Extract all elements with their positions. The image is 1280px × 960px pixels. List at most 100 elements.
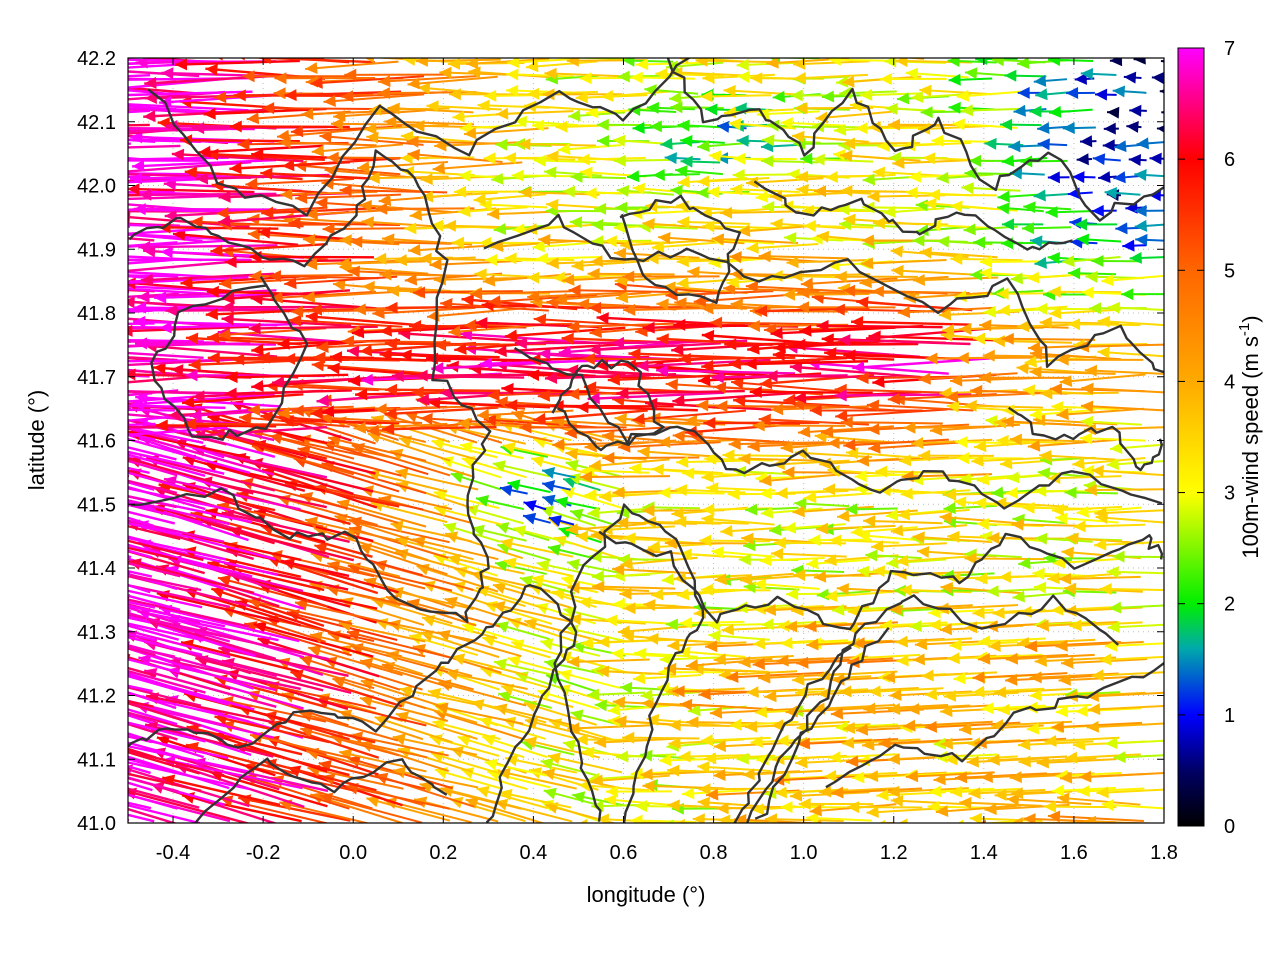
- wind-vector-head: [663, 281, 676, 294]
- wind-vector-shaft: [542, 770, 623, 790]
- wind-vector-head: [329, 351, 343, 364]
- wind-vector-head: [531, 574, 545, 587]
- wind-vector-head: [353, 303, 366, 316]
- wind-vector-head: [929, 423, 943, 436]
- wind-vector-head: [277, 407, 290, 420]
- wind-vector-shaft: [359, 697, 449, 722]
- wind-vector-shaft: [221, 511, 350, 543]
- wind-vector-shaft: [792, 505, 875, 514]
- wind-vector-head: [717, 120, 730, 133]
- wind-vector-head: [505, 754, 519, 767]
- wind-vector-head: [672, 394, 685, 407]
- wind-vector-head: [759, 474, 772, 487]
- wind-vector-head: [808, 534, 821, 547]
- wind-vector-head: [322, 222, 335, 235]
- wind-vector-shaft: [128, 535, 154, 545]
- wind-vector-shaft: [1069, 621, 1143, 628]
- wind-vector-head: [87, 411, 100, 422]
- wind-vector-head: [128, 669, 129, 671]
- wind-vector-head: [736, 58, 749, 71]
- wind-vector-head: [237, 138, 250, 151]
- wind-vector-head: [615, 291, 629, 304]
- wind-vector-head: [562, 273, 575, 286]
- wind-vector-head: [471, 524, 485, 537]
- wind-vector-head: [359, 344, 373, 357]
- wind-vector-head: [362, 280, 375, 293]
- wind-vector-head: [780, 636, 793, 649]
- wind-vector-shaft: [527, 291, 626, 298]
- wind-vector-head: [792, 130, 805, 143]
- wind-vector-shaft: [758, 255, 848, 260]
- wind-vector-shaft: [128, 433, 203, 461]
- wind-vector-head: [1123, 71, 1137, 84]
- wind-vector-shaft: [1040, 391, 1119, 395]
- wind-vector-shaft: [327, 562, 426, 590]
- y-tick-label: 41.8: [77, 303, 116, 325]
- wind-vector-head: [407, 148, 421, 161]
- wind-vector-head: [771, 719, 784, 732]
- wind-vector-head: [1113, 751, 1126, 764]
- wind-vector-head: [155, 419, 168, 432]
- wind-vector-head: [986, 585, 999, 598]
- wind-vector-head: [979, 255, 993, 268]
- wind-vector-head: [1029, 366, 1042, 379]
- wind-vector-head: [863, 515, 876, 528]
- wind-vector-head: [911, 437, 924, 450]
- wind-vector-head: [816, 319, 829, 332]
- wind-vector-shaft: [128, 606, 181, 626]
- wind-vector-head: [85, 279, 97, 291]
- wind-vector-shaft: [314, 485, 424, 511]
- wind-vector-head: [558, 345, 572, 358]
- wind-vector-head: [1001, 218, 1014, 231]
- wind-vector-head: [128, 408, 129, 418]
- wind-vector-shaft: [128, 459, 178, 477]
- wind-vector-head: [527, 271, 540, 284]
- wind-vector-shaft: [128, 457, 254, 495]
- wind-vector-head: [316, 394, 329, 407]
- wind-vector-head: [824, 554, 837, 567]
- wind-vector-head: [1029, 408, 1043, 421]
- wind-vector-head: [482, 635, 496, 647]
- wind-vector-head: [1029, 671, 1042, 684]
- wind-vector-head: [1076, 505, 1089, 518]
- wind-vector-head: [0, 719, 6, 731]
- wind-vector-shaft: [395, 550, 478, 575]
- wind-vector-head: [533, 154, 546, 167]
- wind-vector-shaft: [189, 425, 304, 460]
- wind-vector-shaft: [483, 418, 598, 429]
- wind-vector-shaft: [429, 259, 522, 266]
- y-tick-label: 41.9: [77, 239, 116, 261]
- wind-vector-head: [882, 671, 896, 684]
- wind-vector-head: [972, 671, 985, 684]
- wind-vector-head: [351, 326, 365, 339]
- wind-vector-head: [16, 212, 28, 224]
- wind-vector-head: [71, 398, 83, 410]
- wind-vector-head: [745, 503, 758, 516]
- wind-vector-head: [851, 58, 852, 59]
- wind-vector-head: [816, 522, 829, 535]
- wind-vector-head: [719, 206, 733, 219]
- wind-vector-head: [909, 620, 922, 633]
- wind-vector-shaft: [233, 743, 350, 777]
- wind-vector-head: [1039, 449, 1052, 462]
- wind-vector-shaft: [128, 516, 154, 527]
- wind-vector-head: [347, 265, 360, 278]
- wind-vector-shaft: [454, 338, 573, 352]
- wind-vector-head: [33, 717, 46, 728]
- wind-vector-head: [61, 154, 73, 166]
- wind-vector-head: [1043, 800, 1057, 813]
- wind-vector-head: [359, 199, 372, 212]
- wind-vector-shaft: [533, 409, 648, 422]
- wind-vector-head: [443, 219, 457, 232]
- wind-vector-head: [1085, 270, 1098, 283]
- wind-vector-head: [1016, 362, 1029, 375]
- wind-vector-shaft: [863, 703, 949, 711]
- wind-vector-shaft: [221, 607, 326, 643]
- wind-vector-head: [976, 473, 990, 486]
- wind-vector-head: [596, 312, 609, 325]
- wind-vector-shaft: [588, 342, 721, 352]
- wind-vector-head: [924, 688, 938, 701]
- wind-vector-head: [1074, 72, 1087, 85]
- wind-vector-shaft: [723, 89, 798, 96]
- wind-vector-head: [721, 623, 734, 636]
